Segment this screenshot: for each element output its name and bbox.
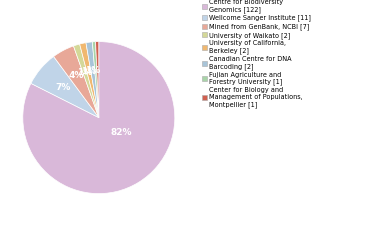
Text: 4%: 4% (69, 72, 84, 80)
Wedge shape (92, 42, 99, 118)
Wedge shape (54, 46, 99, 118)
Text: 1%: 1% (78, 68, 93, 77)
Wedge shape (86, 42, 99, 118)
Text: 7%: 7% (55, 83, 70, 92)
Wedge shape (31, 56, 99, 118)
Text: 1%: 1% (85, 66, 100, 75)
Wedge shape (96, 42, 99, 118)
Legend: Centre for Biodiversity
Genomics [122], Wellcome Sanger Institute [11], Mined fr: Centre for Biodiversity Genomics [122], … (201, 0, 312, 108)
Text: 82%: 82% (111, 128, 132, 137)
Wedge shape (80, 43, 99, 118)
Text: 1%: 1% (81, 67, 97, 76)
Wedge shape (73, 44, 99, 118)
Wedge shape (23, 42, 175, 194)
